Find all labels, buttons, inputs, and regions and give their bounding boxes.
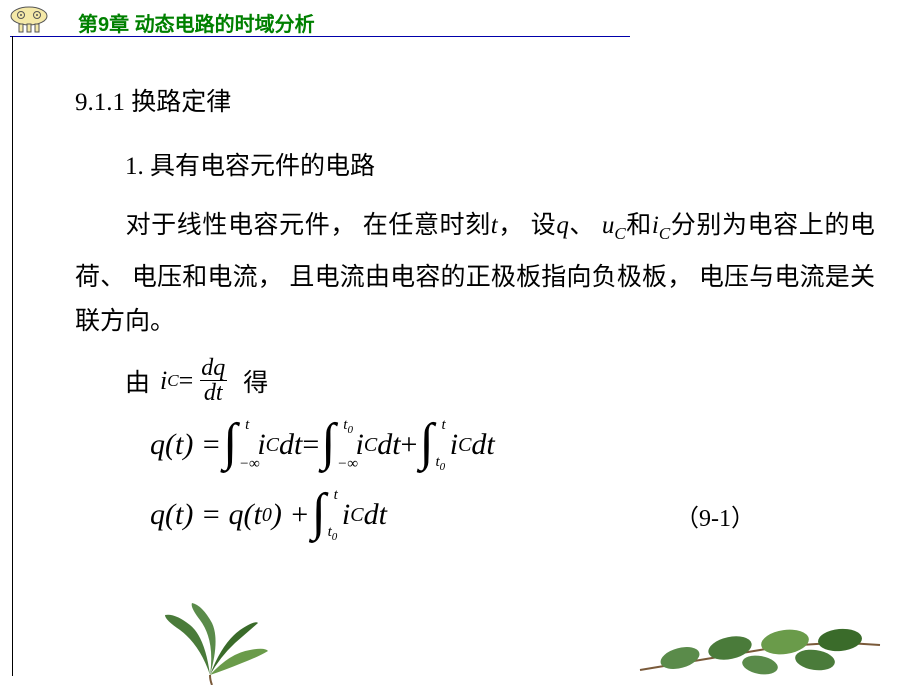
var-uc-c: C <box>614 224 625 243</box>
para-seg-1: ， 设 <box>498 212 557 239</box>
equation-number: （9-1） <box>675 498 755 533</box>
section-title: 9.1.1 换路定律 <box>75 82 875 118</box>
eq2-body-i3: i <box>450 428 458 462</box>
mushroom-icon <box>8 6 50 34</box>
int4-lower: t0 <box>328 524 338 543</box>
integral-2: ∫ t0 −∞ <box>321 423 335 467</box>
paragraph-1: 对于线性电容元件， 在任意时刻t， 设q、 uC和iC分别为电容上的电荷、 电压… <box>75 204 875 344</box>
int3-lower: t0 <box>435 454 445 473</box>
eq3-body-i: i <box>342 498 350 532</box>
para-text-1: 对于线性电容元件， 在任意时刻 <box>125 212 491 239</box>
eq2-dt-3: dt <box>471 428 494 462</box>
leaf-decoration-left <box>150 595 280 685</box>
main-content: 9.1.1 换路定律 1. 具有电容元件的电路 对于线性电容元件， 在任意时刻t… <box>75 82 875 537</box>
eq1-i: i <box>160 366 167 396</box>
sub-heading: 1. 具有电容元件的电路 <box>125 146 875 182</box>
eq2-body-c: C <box>266 434 279 457</box>
derive-line: 由 iC = dq dt 得 <box>125 356 875 405</box>
eq1-fraction: dq dt <box>197 356 229 405</box>
int3-upper: t <box>441 417 445 434</box>
eq3-close: ) + <box>272 498 310 532</box>
eq1-num: dq <box>197 356 229 380</box>
header-underline <box>10 36 630 37</box>
var-q: q <box>556 212 569 239</box>
eq-ic-dqdt: iC = dq dt <box>160 356 233 405</box>
int1-upper: t <box>245 417 249 434</box>
integral-3: ∫ t t0 <box>419 423 433 467</box>
leaf-decoration-right <box>630 610 890 685</box>
int2-upper: t0 <box>343 417 353 436</box>
integral-1: ∫ t −∞ <box>223 423 237 467</box>
var-t: t <box>491 212 498 239</box>
derive-prefix: 由 <box>125 363 150 399</box>
int2-lower: −∞ <box>337 456 358 473</box>
eq3-body-c: C <box>350 504 363 527</box>
eq3-lhs: q(t) = q(t <box>150 498 262 532</box>
eq1-c: C <box>167 371 178 391</box>
eq2-equals: = <box>302 428 319 462</box>
eq2-lhs: q(t) = <box>150 428 221 462</box>
eq2-dt-1: dt <box>279 428 302 462</box>
derive-suffix: 得 <box>243 363 268 399</box>
var-uc-u: u <box>602 212 615 239</box>
para-seg-3: 和 <box>626 212 652 239</box>
var-ic-i: i <box>652 212 659 239</box>
eq2-dt-2: dt <box>377 428 400 462</box>
eq2-body-c2: C <box>364 434 377 457</box>
eq2-body-c3: C <box>458 434 471 457</box>
eq1-equals: = <box>179 366 194 396</box>
eq2-plus: + <box>401 428 418 462</box>
integral-4: ∫ t t0 <box>312 493 326 537</box>
equation-2: q(t) = ∫ t −∞ iCdt = ∫ t0 −∞ iCdt + ∫ t … <box>150 423 875 467</box>
chapter-title: 第9章 动态电路的时域分析 <box>78 8 315 37</box>
eq3-dt: dt <box>364 498 387 532</box>
left-vertical-line <box>12 36 13 676</box>
page-header: 第9章 动态电路的时域分析 <box>0 8 920 38</box>
int1-lower: −∞ <box>239 456 260 473</box>
eq3-sub0: 0 <box>262 504 272 527</box>
var-ic-c: C <box>659 224 670 243</box>
equation-3: q(t) = q(t0) + ∫ t t0 iCdt （9-1） <box>150 493 875 537</box>
eq1-den: dt <box>200 380 227 405</box>
para-seg-2: 、 <box>569 212 602 239</box>
int4-upper: t <box>334 487 338 504</box>
